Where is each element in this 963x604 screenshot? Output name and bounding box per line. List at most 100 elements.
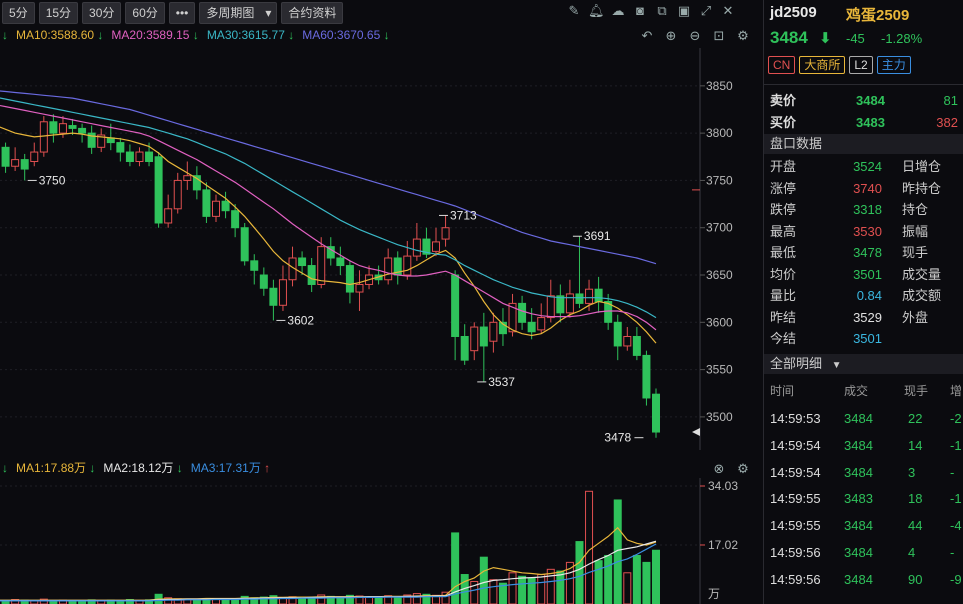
candle-body bbox=[173, 179, 182, 210]
volume-bar bbox=[565, 561, 574, 604]
stat-value: 3318 bbox=[853, 202, 882, 217]
candle-body bbox=[125, 151, 134, 163]
cloud-icon[interactable]: ☁ bbox=[611, 3, 625, 18]
detail-row: 14:59:56 3484 90 -9 bbox=[764, 566, 963, 593]
volume-bar bbox=[642, 561, 651, 604]
candle-body bbox=[518, 302, 527, 323]
price-change: -45 bbox=[846, 31, 865, 46]
undo-icon[interactable]: ↶ bbox=[641, 28, 653, 43]
section-details[interactable]: 全部明细 ▼ bbox=[764, 354, 963, 374]
detail-cell-q: 4 bbox=[908, 545, 916, 560]
candlestick-chart: 3850 3800 3750 3700 3650 3600 3550 3500 3750 3602… bbox=[0, 48, 733, 450]
legend-label: MA1:17.88万 bbox=[16, 461, 87, 475]
volume-legend: ↓ MA1:17.88万 ↓ MA2:18.12万 ↓ MA3:17.31万 ↑ bbox=[0, 459, 270, 477]
volume-bar bbox=[508, 572, 517, 604]
candle-body bbox=[345, 265, 354, 293]
volume-bar bbox=[518, 575, 527, 604]
bid-price: 3483 bbox=[856, 115, 885, 130]
toolbar-button-6[interactable]: 合约资料 bbox=[281, 2, 344, 24]
price-change-pct: -1.28% bbox=[881, 31, 923, 46]
detail-cell-p: 3484 bbox=[844, 545, 873, 560]
candle-body bbox=[78, 127, 87, 134]
toolbar-button-2[interactable]: 30分 bbox=[82, 2, 122, 24]
detail-cell-d: -9 bbox=[950, 571, 962, 587]
camera-icon[interactable]: ◙ bbox=[636, 3, 644, 18]
reset-icon[interactable]: ⊡ bbox=[713, 28, 725, 43]
layout-icon[interactable]: ⧉ bbox=[657, 3, 667, 18]
volume-bar bbox=[585, 490, 594, 604]
zoom-in-icon[interactable]: ⊕ bbox=[665, 28, 677, 43]
toolbar-button-0[interactable]: 5分 bbox=[2, 2, 35, 24]
arrow-icon: ↓ bbox=[176, 461, 183, 475]
candle-body bbox=[384, 257, 393, 281]
volume-bar bbox=[221, 598, 230, 604]
candle-body bbox=[145, 151, 154, 163]
stat-value: 3501 bbox=[853, 331, 882, 346]
arrow-icon: ↓ bbox=[2, 461, 8, 475]
stat-value: 0.84 bbox=[856, 288, 882, 303]
toolbar-button-3[interactable]: 60分 bbox=[125, 2, 165, 24]
candle-body bbox=[355, 283, 364, 293]
detail-cell-q: 18 bbox=[908, 491, 923, 507]
stat-label-2: 持仓 bbox=[902, 202, 929, 217]
bell-icon[interactable]: 🔔︎ bbox=[588, 3, 605, 18]
detail-cell-q: 90 bbox=[908, 571, 923, 587]
legend-label: MA3:17.31万 bbox=[190, 461, 261, 475]
stat-label: 最低 bbox=[770, 245, 797, 260]
volume-bar bbox=[441, 591, 450, 604]
detail-cell-q: 3 bbox=[908, 464, 916, 480]
volume-bar bbox=[479, 556, 488, 604]
contract-code: jd2509 bbox=[770, 4, 817, 21]
candle-body bbox=[221, 200, 230, 212]
bid-volume: 382 bbox=[936, 115, 958, 130]
candle-body bbox=[116, 142, 125, 153]
tag-cn: CN bbox=[768, 56, 796, 74]
detail-cell-p: 3484 bbox=[844, 464, 873, 480]
bid-label: 买价 bbox=[770, 115, 797, 130]
detail-cell-d: -1 bbox=[950, 437, 962, 453]
detail-cell-d: -4 bbox=[950, 518, 962, 534]
window-icon[interactable]: ▣ bbox=[677, 3, 691, 18]
detail-cell-t: 14:59:55 bbox=[770, 518, 821, 534]
stat-label: 跌停 bbox=[770, 202, 797, 217]
expand-icon[interactable]: ⤢ bbox=[700, 3, 712, 18]
close-icon[interactable]: ✕ bbox=[722, 3, 734, 18]
toolbar: 5分 15分 30分 60分 ••• 多周期图 ▾ 合约资料 bbox=[0, 0, 764, 26]
stat-label-2: 现手 bbox=[902, 245, 929, 260]
arrow-icon: ↓ bbox=[288, 28, 295, 42]
settings-icon[interactable]: ⚙ bbox=[737, 28, 749, 43]
detail-row: 14:59:53 3484 22 -2 bbox=[764, 405, 963, 432]
candle-body bbox=[412, 238, 421, 257]
legend-item: MA2:18.12万 ↓ bbox=[103, 459, 182, 477]
volume-bar bbox=[365, 596, 374, 604]
candle-body bbox=[11, 159, 20, 167]
detail-cell-q: 44 bbox=[908, 518, 923, 534]
close-circle-icon[interactable]: ⊗ bbox=[713, 461, 725, 476]
annotation-label: 3602 bbox=[287, 313, 314, 327]
volume-bar bbox=[604, 554, 613, 604]
volume-bar bbox=[652, 549, 660, 604]
dropdown-icon: ▼ bbox=[831, 360, 842, 371]
stat-label-2: 成交额 bbox=[902, 288, 942, 303]
volume-bar bbox=[546, 568, 555, 604]
detail-cell-d: -1 bbox=[950, 491, 962, 507]
toolbar-button-5[interactable]: 多周期图 ▾ bbox=[199, 2, 278, 24]
stat-label-2: 振幅 bbox=[902, 223, 929, 239]
toolbar-button-4[interactable]: ••• bbox=[168, 2, 196, 24]
candle-body bbox=[58, 123, 67, 134]
pencil-icon[interactable]: ✎ bbox=[568, 3, 580, 18]
detail-cell-p: 3484 bbox=[844, 518, 873, 534]
settings-icon[interactable]: ⚙ bbox=[737, 461, 749, 476]
toolbar-button-1[interactable]: 15分 bbox=[38, 2, 79, 24]
candle-body bbox=[556, 295, 565, 314]
section-orderbook[interactable]: 盘口数据 bbox=[764, 134, 963, 154]
candle-body bbox=[307, 265, 316, 285]
detail-header-cell: 增 bbox=[950, 384, 963, 398]
candle-body bbox=[498, 321, 507, 335]
zoom-out-icon[interactable]: ⊖ bbox=[689, 28, 701, 43]
y-tick-label: 3700 bbox=[706, 221, 733, 235]
stat-label-2: 外盘 bbox=[902, 309, 929, 325]
candle-body bbox=[527, 321, 536, 333]
candle-body bbox=[460, 335, 469, 361]
candle-body bbox=[231, 210, 240, 229]
